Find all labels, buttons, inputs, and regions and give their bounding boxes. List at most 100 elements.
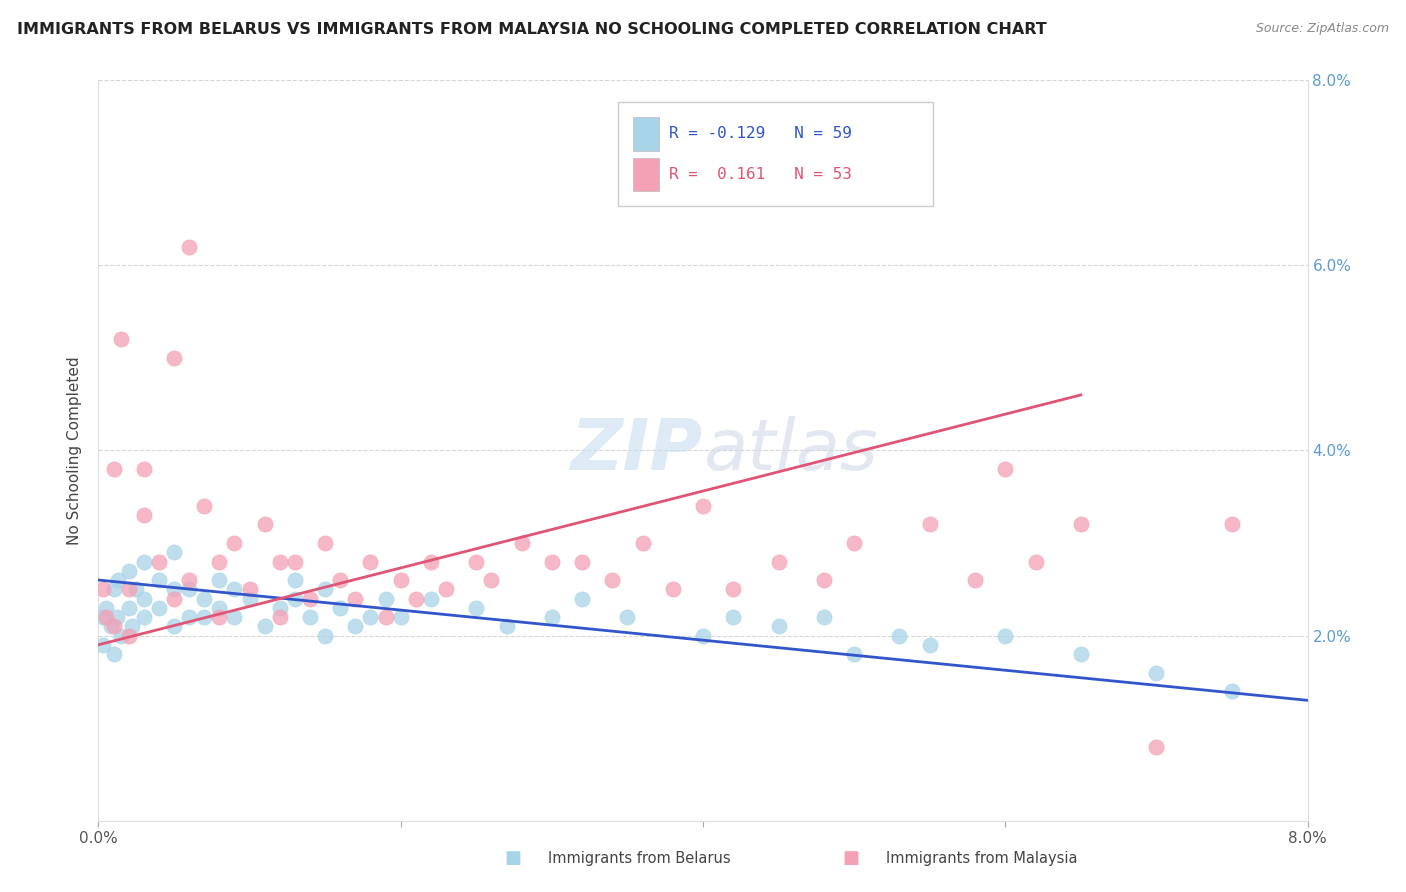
Text: R =  0.161   N = 53: R = 0.161 N = 53 bbox=[669, 167, 852, 182]
Point bbox=[540, 554, 562, 569]
Point bbox=[208, 554, 231, 569]
Point bbox=[224, 536, 246, 550]
Point bbox=[374, 591, 396, 606]
Point bbox=[723, 582, 745, 597]
Point bbox=[94, 600, 117, 615]
Point bbox=[329, 600, 352, 615]
Point bbox=[374, 610, 396, 624]
Point bbox=[103, 619, 125, 633]
Point bbox=[1025, 554, 1047, 569]
Point bbox=[132, 508, 155, 523]
Point bbox=[103, 647, 125, 661]
Point bbox=[495, 619, 517, 633]
Point bbox=[661, 582, 683, 597]
Point bbox=[768, 554, 790, 569]
Point bbox=[434, 582, 457, 597]
Point bbox=[299, 591, 322, 606]
Point bbox=[465, 554, 488, 569]
Text: Immigrants from Malaysia: Immigrants from Malaysia bbox=[886, 852, 1077, 866]
Point bbox=[889, 628, 911, 642]
Point bbox=[284, 573, 307, 587]
Point bbox=[110, 333, 132, 347]
Point bbox=[253, 619, 276, 633]
Point bbox=[125, 582, 148, 597]
Text: Source: ZipAtlas.com: Source: ZipAtlas.com bbox=[1256, 22, 1389, 36]
Point bbox=[1146, 665, 1168, 680]
Point bbox=[91, 638, 114, 652]
Point bbox=[163, 591, 186, 606]
Point bbox=[100, 619, 122, 633]
Point bbox=[239, 582, 262, 597]
Point bbox=[179, 240, 201, 254]
Point bbox=[132, 591, 155, 606]
Point bbox=[110, 628, 132, 642]
Point bbox=[107, 573, 129, 587]
Bar bbox=[633, 158, 659, 191]
Point bbox=[193, 591, 215, 606]
Point bbox=[132, 462, 155, 476]
Point bbox=[314, 536, 336, 550]
Point bbox=[631, 536, 654, 550]
Point bbox=[193, 610, 215, 624]
Point bbox=[163, 619, 186, 633]
Point bbox=[844, 647, 866, 661]
Point bbox=[918, 638, 941, 652]
Point bbox=[360, 610, 382, 624]
Point bbox=[121, 619, 143, 633]
Point bbox=[1146, 739, 1168, 754]
Text: ■: ■ bbox=[842, 849, 859, 867]
Point bbox=[91, 610, 114, 624]
Point bbox=[118, 600, 141, 615]
Point bbox=[510, 536, 533, 550]
Point bbox=[148, 554, 170, 569]
Point bbox=[118, 628, 141, 642]
Point bbox=[692, 499, 714, 513]
Point bbox=[224, 582, 246, 597]
Point bbox=[103, 582, 125, 597]
Point bbox=[768, 619, 790, 633]
Point bbox=[163, 351, 186, 365]
Point bbox=[465, 600, 488, 615]
Point bbox=[179, 582, 201, 597]
Point bbox=[193, 499, 215, 513]
Point bbox=[405, 591, 427, 606]
Point bbox=[1070, 647, 1092, 661]
Text: ZIP: ZIP bbox=[571, 416, 703, 485]
Point bbox=[269, 610, 291, 624]
Point bbox=[692, 628, 714, 642]
Point bbox=[571, 591, 593, 606]
Point bbox=[91, 582, 114, 597]
Point bbox=[813, 573, 835, 587]
Point bbox=[994, 628, 1017, 642]
Text: R = -0.129   N = 59: R = -0.129 N = 59 bbox=[669, 127, 852, 142]
Point bbox=[723, 610, 745, 624]
Point bbox=[571, 554, 593, 569]
Point bbox=[602, 573, 624, 587]
FancyBboxPatch shape bbox=[619, 103, 932, 206]
Point bbox=[163, 545, 186, 559]
Point bbox=[314, 628, 336, 642]
Point bbox=[1220, 684, 1243, 698]
Text: atlas: atlas bbox=[703, 416, 877, 485]
Point bbox=[269, 554, 291, 569]
Y-axis label: No Schooling Completed: No Schooling Completed bbox=[67, 356, 83, 545]
Point bbox=[329, 573, 352, 587]
Point bbox=[103, 462, 125, 476]
Point bbox=[148, 600, 170, 615]
Point bbox=[132, 610, 155, 624]
Point bbox=[813, 610, 835, 624]
Point bbox=[360, 554, 382, 569]
Point bbox=[314, 582, 336, 597]
Point bbox=[299, 610, 322, 624]
Point bbox=[344, 591, 367, 606]
Bar bbox=[633, 118, 659, 151]
Point bbox=[1220, 517, 1243, 532]
Point bbox=[965, 573, 987, 587]
Point bbox=[389, 610, 412, 624]
Point bbox=[389, 573, 412, 587]
Point bbox=[540, 610, 562, 624]
Point bbox=[269, 600, 291, 615]
Point bbox=[481, 573, 503, 587]
Point bbox=[239, 591, 262, 606]
Point bbox=[420, 591, 443, 606]
